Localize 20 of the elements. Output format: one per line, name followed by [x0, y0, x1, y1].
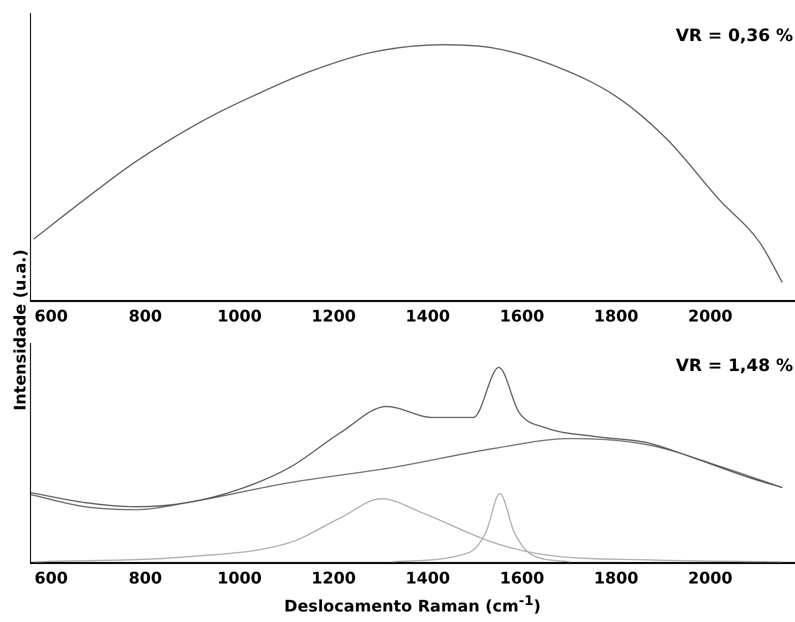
- y-axis-title: Intensidade (u.a.): [10, 249, 30, 411]
- x-tick-label: 2000: [688, 306, 733, 326]
- x-tick-label: 600: [34, 568, 68, 588]
- x-tick-label: 1400: [406, 568, 450, 588]
- x-tick-label: 1200: [311, 306, 356, 326]
- x-tick-label: 1600: [500, 306, 544, 326]
- x-tick-label: 1200: [311, 568, 356, 588]
- x-tick-label: 1800: [594, 568, 638, 588]
- x-tick-label: 1800: [594, 306, 638, 326]
- x-tick-label: 800: [128, 568, 162, 588]
- x-tick-label: 1000: [217, 568, 262, 588]
- x-axis-title: Deslocamento Raman (cm$^{-1}$): [283, 594, 542, 616]
- x-tick-label: 1400: [406, 306, 450, 326]
- x-tick-label: 800: [128, 306, 162, 326]
- x-tick-label: 1000: [217, 306, 262, 326]
- x-tick-label: 2000: [688, 568, 733, 588]
- x-tick-label: 1600: [500, 568, 544, 588]
- annotation: VR = 0,36 %: [676, 26, 793, 46]
- annotation: VR = 1,48 %: [676, 356, 793, 376]
- x-tick-label: 600: [34, 306, 68, 326]
